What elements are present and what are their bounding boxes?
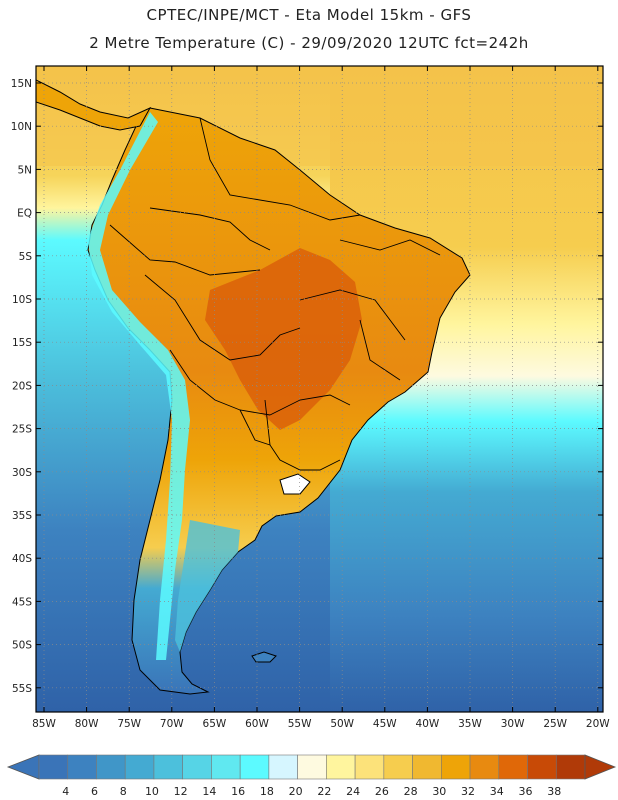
lat-label: 45S xyxy=(12,596,32,608)
colorbar-swatch xyxy=(153,754,183,780)
colorbar-swatch xyxy=(124,754,155,780)
lon-label: 40W xyxy=(416,718,440,730)
longitude-labels: 85W 80W 75W 70W 65W 60W 55W 50W 45W 40W 35W 30W 25W 2… xyxy=(32,718,610,730)
lat-label: 30S xyxy=(12,467,32,479)
colorbar-swatch xyxy=(527,754,557,780)
colorbar-tick-label: 32 xyxy=(461,785,475,798)
lon-label: 20W xyxy=(586,718,610,730)
colorbar-left-arrow-icon xyxy=(6,754,40,780)
colorbar-tick-label: 38 xyxy=(547,785,561,798)
colorbar-swatch xyxy=(211,754,241,780)
colorbar-swatch xyxy=(38,754,69,780)
colorbar-tick-label: 12 xyxy=(174,785,188,798)
colorbar-tick-label: 22 xyxy=(317,785,331,798)
colorbar-swatch xyxy=(67,754,97,780)
colorbar-tick-label: 14 xyxy=(202,785,216,798)
andes-cold-strip xyxy=(88,112,190,660)
colorbar-tick-label: 8 xyxy=(120,785,127,798)
lat-label: 10N xyxy=(11,121,32,133)
colorbar-swatch xyxy=(555,754,586,780)
graticule xyxy=(36,66,603,712)
colorbar-tick-label: 16 xyxy=(231,785,245,798)
lat-label: 20S xyxy=(12,380,32,392)
lon-label: 35W xyxy=(458,718,482,730)
colorbar-swatch xyxy=(326,754,356,780)
lon-label: 30W xyxy=(501,718,525,730)
colorbar-tick-label: 24 xyxy=(346,785,360,798)
lat-label: 5S xyxy=(19,251,33,263)
lat-label: 50S xyxy=(12,640,32,652)
colorbar-swatch xyxy=(498,754,528,780)
colorbar-tick-label: 36 xyxy=(519,785,533,798)
lat-label: 10S xyxy=(12,294,32,306)
map-title: CPTEC/INPE/MCT - Eta Model 15km - GFS xyxy=(146,6,472,24)
colorbar-tick-label: 28 xyxy=(404,785,418,798)
patagonia-cool-region xyxy=(175,520,240,652)
lon-label: 70W xyxy=(160,718,184,730)
lat-label: 15N xyxy=(11,78,32,90)
lagoa-dos-patos xyxy=(279,473,311,495)
lon-label: 25W xyxy=(543,718,567,730)
colorbar-swatch xyxy=(239,754,270,780)
colorbar-swatch xyxy=(383,754,413,780)
colorbar-swatch xyxy=(469,754,500,780)
colorbar-tick-label: 26 xyxy=(375,785,389,798)
map-subtitle: 2 Metre Temperature (C) - 29/09/2020 12U… xyxy=(89,34,529,52)
falkland-islands xyxy=(251,651,277,663)
lat-label: 40S xyxy=(12,553,32,565)
colorbar-swatch xyxy=(96,754,126,780)
lat-label: 35S xyxy=(12,510,32,522)
colorbar-swatch xyxy=(268,754,298,780)
colorbar-right-arrow-icon xyxy=(584,754,617,780)
lat-label: 25S xyxy=(12,424,32,436)
colorbar-swatch xyxy=(441,754,471,780)
colorbar-tick-label: 4 xyxy=(62,785,69,798)
colorbar-tick-label: 34 xyxy=(490,785,504,798)
lat-label: 5N xyxy=(17,164,32,176)
colorbar-tick-label: 18 xyxy=(260,785,274,798)
lon-label: 85W xyxy=(32,718,56,730)
lon-label: 60W xyxy=(245,718,269,730)
lat-label: 55S xyxy=(12,683,32,695)
colorbar-tick-label: 20 xyxy=(289,785,303,798)
colorbar-swatch xyxy=(412,754,442,780)
colorbar xyxy=(6,754,617,780)
colorbar-swatch xyxy=(182,754,212,780)
lon-label: 65W xyxy=(203,718,227,730)
colorbar-swatch xyxy=(297,754,327,780)
lat-label: EQ xyxy=(17,208,32,220)
colorbar-swatch xyxy=(354,754,385,780)
lon-label: 55W xyxy=(288,718,312,730)
colorbar-labels: 4 6 8 10 12 14 16 18 20 22 24 26 28 30 32 34 36 38 xyxy=(62,785,561,798)
lon-label: 45W xyxy=(373,718,397,730)
colorbar-tick-label: 6 xyxy=(91,785,98,798)
colorbar-tick-label: 10 xyxy=(145,785,159,798)
lon-label: 50W xyxy=(330,718,354,730)
latitude-labels: 15N 10N 5N EQ 5S 10S 15S 20S 25S 30S 35S 40S 45S 50S 5… xyxy=(11,78,33,695)
axis-ticks xyxy=(36,66,603,712)
hot-interior-region xyxy=(205,248,362,430)
map-frame xyxy=(35,65,604,713)
lat-label: 15S xyxy=(12,337,32,349)
lon-label: 75W xyxy=(117,718,141,730)
lon-label: 80W xyxy=(75,718,99,730)
colorbar-tick-label: 30 xyxy=(432,785,446,798)
country-borders xyxy=(109,117,441,471)
